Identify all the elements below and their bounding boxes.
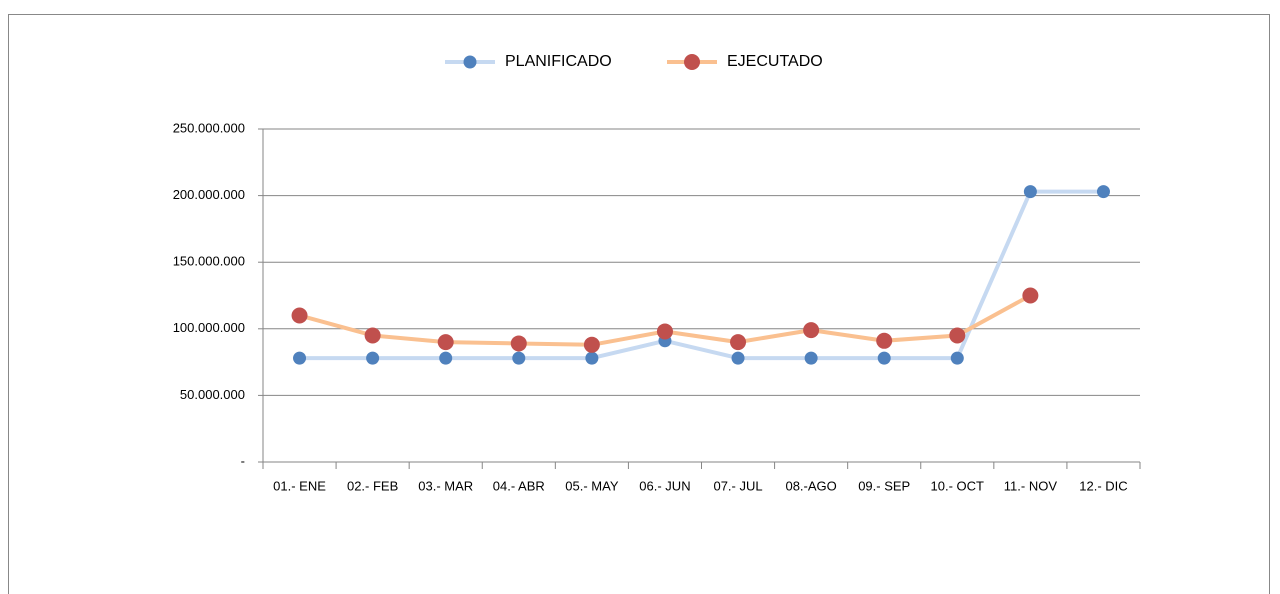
marker — [1096, 185, 1110, 199]
x-tick-label: 11.- NOV — [1004, 478, 1058, 493]
legend-label: PLANIFICADO — [505, 53, 612, 70]
marker — [731, 351, 745, 365]
series-line — [299, 189, 1104, 361]
x-tick-label: 12.- DIC — [1079, 478, 1127, 493]
chart-frame — [8, 14, 1270, 594]
marker — [437, 334, 454, 351]
marker — [364, 327, 381, 344]
marker — [730, 334, 747, 351]
marker — [950, 351, 964, 365]
x-tick-label: 01.- ENE — [273, 478, 326, 493]
marker — [949, 327, 966, 344]
y-tick-label: 50.000.000 — [180, 387, 245, 402]
x-tick-label: 10.- OCT — [931, 478, 985, 493]
marker — [291, 307, 308, 324]
marker — [1023, 185, 1037, 199]
marker — [510, 335, 527, 352]
y-tick-label: 100.000.000 — [173, 320, 245, 335]
y-tick-label: 250.000.000 — [173, 120, 245, 135]
y-tick-label: 150.000.000 — [173, 254, 245, 269]
x-tick-label: 02.- FEB — [347, 478, 398, 493]
legend-marker — [463, 55, 477, 69]
legend-label: EJECUTADO — [727, 53, 823, 70]
marker — [876, 332, 893, 349]
marker — [293, 351, 307, 365]
x-tick-label: 05.- MAY — [565, 478, 619, 493]
x-tick-label: 07.- JUL — [713, 478, 762, 493]
marker — [439, 351, 453, 365]
marker — [877, 351, 891, 365]
marker — [1022, 287, 1039, 304]
marker — [366, 351, 380, 365]
legend-marker — [684, 54, 700, 70]
marker — [585, 351, 599, 365]
marker — [583, 336, 600, 353]
x-tick-label: 08.-AGO — [785, 478, 836, 493]
marker — [512, 351, 526, 365]
marker — [656, 323, 673, 340]
y-tick-label: - — [241, 453, 245, 468]
x-tick-label: 04.- ABR — [493, 478, 545, 493]
marker — [803, 322, 820, 339]
x-tick-label: 03.- MAR — [418, 478, 473, 493]
marker — [804, 351, 818, 365]
x-tick-label: 06.- JUN — [639, 478, 690, 493]
x-tick-label: 09.- SEP — [858, 478, 910, 493]
y-tick-label: 200.000.000 — [173, 187, 245, 202]
